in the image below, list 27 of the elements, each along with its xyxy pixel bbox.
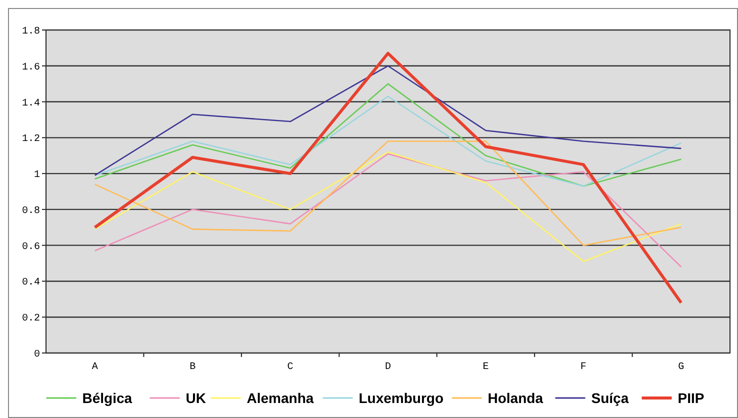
- y-tick-label: 1.4: [22, 98, 40, 110]
- y-tick-label: 0.6: [22, 242, 40, 253]
- y-tick-label: 0.2: [22, 314, 40, 325]
- line-series: [94, 140, 682, 246]
- x-tick-label: F: [580, 362, 586, 373]
- x-tick-label: C: [287, 362, 294, 373]
- legend-label: Holanda: [488, 390, 544, 406]
- line-series: [93, 52, 683, 304]
- legend-label: UK: [186, 390, 206, 406]
- line-series: [94, 65, 682, 176]
- legend-label: PIIP: [678, 390, 704, 406]
- x-tick-label: B: [190, 362, 196, 373]
- y-tick-label: 1.2: [22, 134, 40, 146]
- x-tick-label: D: [384, 362, 392, 373]
- y-tick-label: 0.4: [22, 278, 40, 289]
- y-tick-label: 1.8: [22, 26, 40, 38]
- legend-label: Luxemburgo: [358, 390, 444, 406]
- x-tick-label: A: [92, 362, 98, 373]
- y-tick-label: 0: [34, 350, 40, 360]
- y-tick-label: 0.8: [22, 206, 40, 217]
- x-tick-label: G: [678, 362, 684, 373]
- x-tick-label: E: [482, 362, 489, 373]
- legend-label: Suíça: [591, 390, 629, 406]
- y-tick-label: 1.6: [22, 62, 40, 74]
- y-tick-label: 1: [34, 170, 40, 182]
- legend-label: Bélgica: [82, 390, 132, 406]
- legend-label: Alemanha: [246, 390, 314, 406]
